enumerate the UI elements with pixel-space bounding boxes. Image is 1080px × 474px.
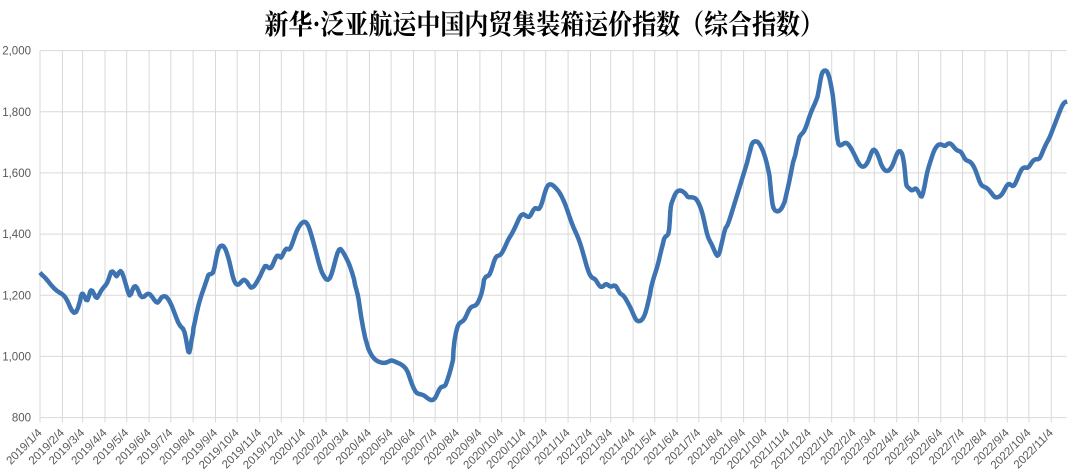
svg-text:1,400: 1,400 <box>2 229 31 241</box>
svg-text:2,000: 2,000 <box>2 46 31 58</box>
svg-text:1,000: 1,000 <box>2 351 31 363</box>
svg-text:800: 800 <box>12 413 31 425</box>
svg-text:1,600: 1,600 <box>2 168 31 180</box>
svg-text:1,800: 1,800 <box>2 107 31 119</box>
svg-text:1,200: 1,200 <box>2 290 31 302</box>
